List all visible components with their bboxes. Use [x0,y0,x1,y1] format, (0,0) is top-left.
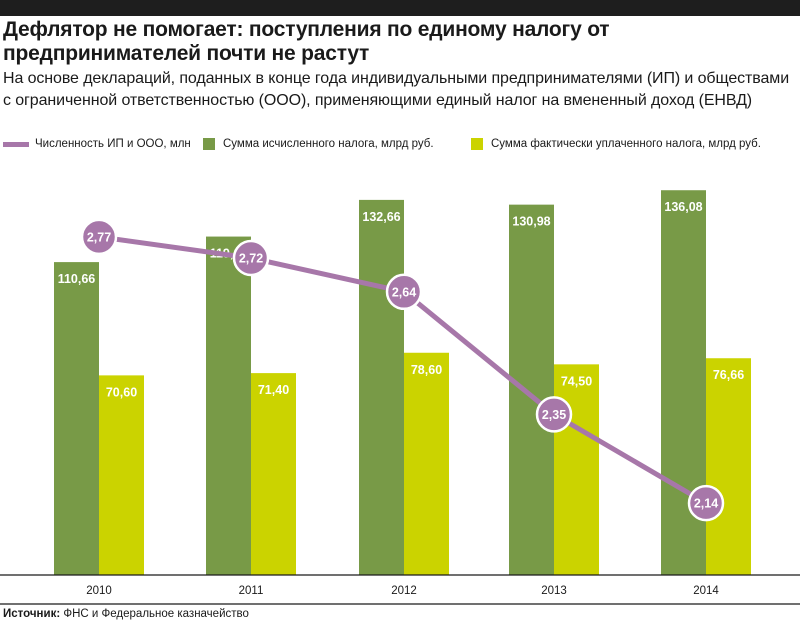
bar-label-assessed: 132,66 [362,210,400,224]
bar-label-paid: 70,60 [106,385,137,399]
x-tick-label: 2013 [541,585,567,597]
x-tick-label: 2014 [693,585,719,597]
line-point-count [80,218,118,256]
legend-item-assessed: Сумма исчисленного налога, млрд руб. [203,138,434,150]
bar-label-paid: 78,60 [411,363,442,377]
bar-label-paid: 71,40 [258,383,289,397]
line-point-label: 2,77 [87,230,111,244]
bar-label-assessed: 130,98 [512,215,550,229]
chart-title: Дефлятор не помогает: поступления по еди… [3,18,610,65]
x-tick-label: 2012 [391,585,417,597]
legend-item-count: Численность ИП и ООО, млн [3,138,191,150]
bar-assessed [206,236,251,575]
bar-assessed [54,262,99,575]
line-point-count [385,273,423,311]
source-text: ФНС и Федеральное казначейство [63,608,249,620]
line-point-count [535,396,573,433]
bar-paid [404,352,449,575]
legend-item-paid: Сумма фактически уплаченного налога, млр… [471,138,761,150]
x-tick-label: 2011 [239,585,264,597]
line-point-label: 2,14 [694,497,718,511]
x-tick-label: 2010 [86,585,112,597]
bar-assessed [359,199,404,576]
legend-label-count: Численность ИП и ООО, млн [35,138,191,150]
line-point-label: 2,64 [392,285,416,299]
source-note: Источник: ФНС и Федеральное казначейство [3,608,249,620]
bar-label-assessed: 110,66 [58,272,96,286]
bar-paid [554,364,599,575]
top-bar [0,0,800,16]
bar-label-paid: 76,66 [713,368,744,382]
legend-box-swatch [203,138,215,150]
line-point-count [687,484,725,522]
legend: Численность ИП и ООО, млн Сумма исчислен… [0,138,800,158]
legend-line-swatch [3,141,29,147]
chart-subtitle: На основе деклараций, поданных в конце г… [3,70,790,109]
line-point-label: 2,72 [239,251,263,265]
legend-box-swatch [471,138,483,150]
source-label: Источник: [3,608,61,620]
bar-assessed [509,204,554,575]
legend-label-paid: Сумма фактически уплаченного налога, млр… [491,138,761,150]
legend-label-assessed: Сумма исчисленного налога, млрд руб. [223,138,434,150]
bar-paid [251,373,296,575]
bar-label-assessed: 136,08 [664,200,702,214]
bar-paid [706,358,751,575]
line-point-count [232,239,270,277]
bar-paid [99,375,144,575]
bar-label-paid: 74,50 [561,374,592,388]
line-point-label: 2,35 [542,408,566,422]
